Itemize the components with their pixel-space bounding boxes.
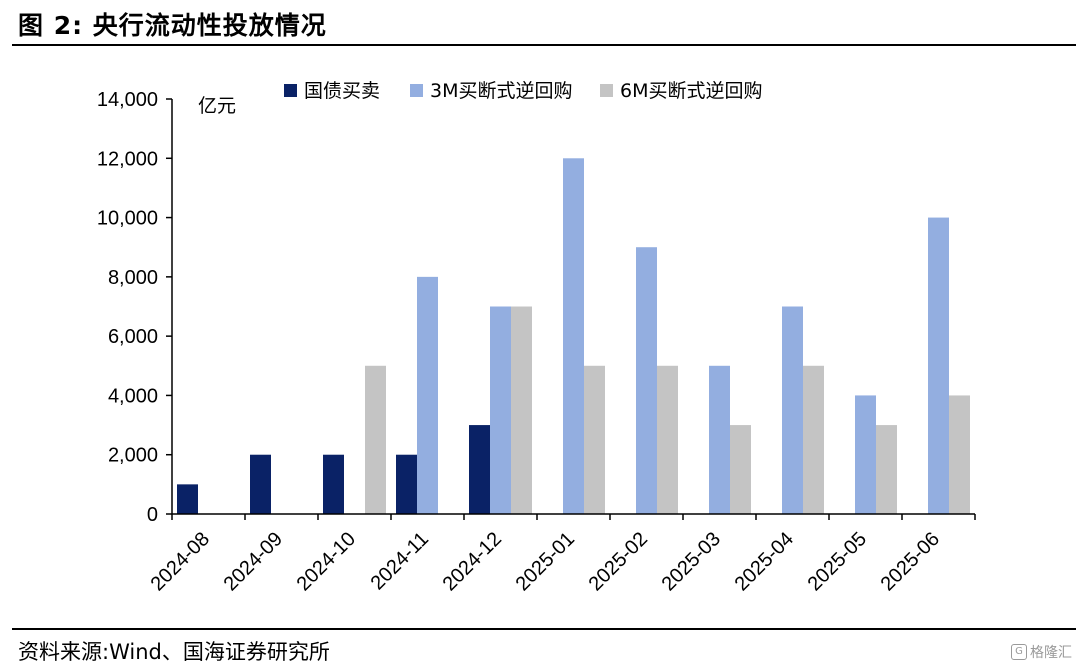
x-tick-label: 2024-09 [220, 528, 287, 595]
source-note: 资料来源:Wind、国海证券研究所 [18, 640, 330, 664]
bar-3m-outright-reverse-repo [855, 395, 876, 514]
x-tick-label: 2024-12 [439, 528, 506, 595]
y-tick-label: 6,000 [108, 326, 158, 348]
bar-treasury-trading [469, 425, 490, 514]
bar-chart: 02,0004,0006,0008,00010,00012,00014,000 … [97, 80, 976, 595]
bar-6m-outright-reverse-repo [803, 365, 824, 514]
y-tick-label: 8,000 [108, 267, 158, 289]
x-tick-label: 2025-03 [658, 528, 725, 595]
x-tick-label: 2024-11 [367, 528, 433, 594]
y-tick-label: 10,000 [97, 208, 158, 230]
bar-3m-outright-reverse-repo [636, 247, 657, 514]
bar-3m-outright-reverse-repo [417, 276, 438, 514]
x-tick-label: 2025-05 [804, 528, 871, 595]
title-rule [12, 44, 1076, 46]
x-tick-label: 2025-06 [877, 528, 944, 595]
legend-swatch [600, 84, 613, 97]
source-rule [12, 628, 1076, 630]
y-tick-label: 12,000 [97, 148, 158, 170]
y-tick-label: 2,000 [108, 445, 158, 467]
legend-swatch [284, 84, 297, 97]
bar-6m-outright-reverse-repo [876, 425, 897, 514]
figure-title: 图 2: 央行流动性投放情况 [18, 11, 327, 40]
watermark: G 格隆汇 [1011, 642, 1072, 662]
x-tick-label: 2025-02 [585, 528, 652, 595]
x-axis: 2024-08 2024-09 2024-10 2024-11 2024-12 2025-… [147, 513, 976, 595]
y-unit-label: 亿元 [198, 95, 236, 117]
x-tick-label: 2024-08 [147, 528, 214, 595]
bar-3m-outright-reverse-repo [490, 306, 511, 514]
legend-swatch [410, 84, 423, 97]
y-axis: 0 2,000 4,000 6,000 8,000 10,000 12,000 14,000 [97, 89, 173, 526]
legend: 国债买卖 3M买断式逆回购 6M买断式逆回购 [284, 80, 762, 102]
bar-6m-outright-reverse-repo [584, 365, 605, 514]
bar-3m-outright-reverse-repo [563, 158, 584, 515]
watermark-logo-icon: G [1011, 644, 1027, 660]
bar-6m-outright-reverse-repo [949, 395, 970, 514]
watermark-text: 格隆汇 [1030, 645, 1072, 661]
legend-label: 6M买断式逆回购 [620, 80, 762, 102]
bar-3m-outright-reverse-repo [709, 365, 730, 514]
bar-treasury-trading [323, 454, 344, 514]
bar-6m-outright-reverse-repo [511, 306, 532, 514]
bar-3m-outright-reverse-repo [782, 306, 803, 514]
bar-6m-outright-reverse-repo [730, 425, 751, 514]
x-tick-label: 2025-04 [731, 528, 798, 595]
x-tick-label: 2025-01 [512, 528, 579, 595]
y-tick-label: 14,000 [97, 89, 158, 111]
bar-treasury-trading [250, 454, 271, 514]
bars-group [177, 158, 970, 515]
x-tick-label: 2024-10 [293, 528, 360, 595]
y-tick-label: 0 [147, 504, 158, 526]
bar-6m-outright-reverse-repo [657, 365, 678, 514]
bar-treasury-trading [396, 454, 417, 514]
bar-6m-outright-reverse-repo [365, 365, 386, 514]
y-tick-label: 4,000 [108, 385, 158, 407]
bar-treasury-trading [177, 484, 198, 514]
bar-3m-outright-reverse-repo [928, 217, 949, 515]
legend-label: 国债买卖 [304, 80, 380, 102]
legend-label: 3M买断式逆回购 [430, 80, 572, 102]
